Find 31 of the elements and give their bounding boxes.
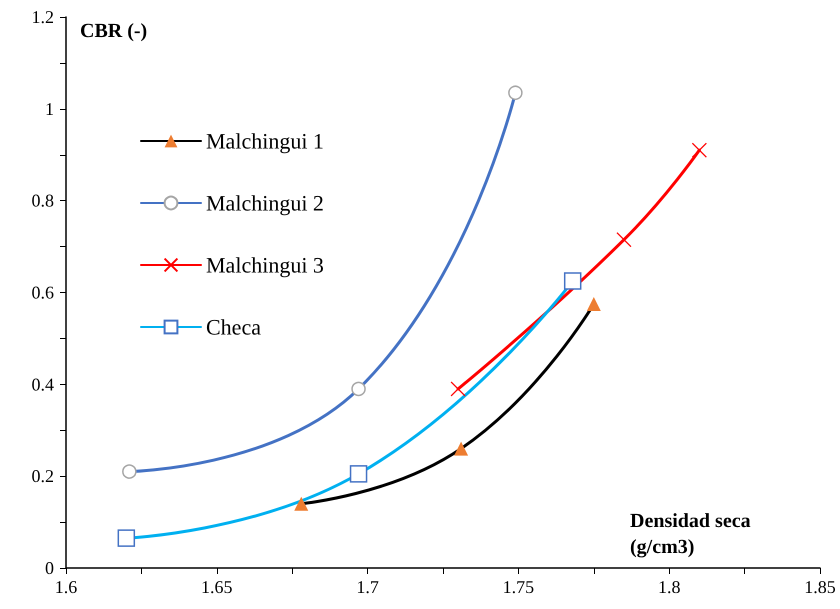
point: [118, 529, 136, 547]
y-tick-label: 1.2: [32, 7, 54, 27]
x-axis-title: Densidad seca (g/cm3): [630, 510, 751, 558]
legend-label: Malchingui 2: [206, 190, 324, 216]
point: [122, 464, 137, 479]
x-tick-label: 1.75: [502, 577, 534, 597]
x-tick-label: 1.8: [658, 577, 680, 597]
point: [586, 296, 601, 311]
legend-label: Malchingui 1: [206, 128, 324, 154]
point: [450, 381, 466, 397]
y-tick-label: 0.4: [32, 374, 54, 394]
y-tick-label: 0.2: [32, 466, 54, 486]
y-axis-title: CBR (-): [80, 20, 148, 42]
x-tick-label: 1.85: [804, 577, 836, 597]
point: [351, 382, 366, 396]
x-tick-label: 1.65: [201, 577, 233, 597]
y-tick-label: 0: [45, 558, 54, 578]
point: [564, 272, 582, 290]
x-tick-label: 1.7: [356, 577, 379, 597]
point: [616, 232, 632, 248]
point: [294, 496, 308, 511]
point: [692, 142, 708, 158]
legend-label: Malchingui 3: [206, 252, 324, 278]
y-tick-label: 1: [45, 98, 54, 119]
point: [350, 465, 368, 483]
point: [454, 442, 468, 456]
y-tick-label: 0.8: [32, 190, 54, 211]
x-tick-label: 1.6: [54, 577, 78, 597]
legend-label: Checa: [206, 314, 262, 340]
point: [508, 86, 523, 100]
y-tick-label: 0.6: [32, 282, 54, 302]
